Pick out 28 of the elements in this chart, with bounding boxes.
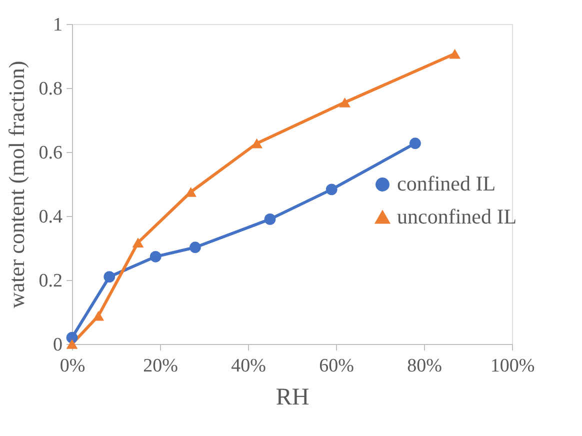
x-tick-label: 100% — [490, 356, 535, 376]
point — [339, 97, 350, 108]
y-tick-label: 0.6 — [38, 142, 62, 164]
y-tick-label: 0.2 — [38, 270, 62, 292]
x-tick-label: 20% — [143, 356, 178, 376]
point — [150, 250, 162, 262]
y-tick-label: 0.8 — [38, 78, 62, 100]
point — [190, 242, 201, 254]
legend-label: confined IL — [397, 172, 496, 196]
x-axis-title: RH — [276, 384, 310, 410]
x-tick-label: 0% — [60, 356, 86, 376]
legend-label: unconfined IL — [397, 204, 517, 228]
x-tick-label: 80% — [407, 356, 442, 376]
y-tick-label: 1 — [53, 14, 62, 36]
point — [410, 138, 421, 150]
point — [104, 271, 116, 282]
y-tick-label: 0.4 — [38, 206, 63, 228]
point — [185, 187, 196, 197]
point — [264, 214, 276, 225]
point — [132, 238, 144, 248]
point — [92, 310, 104, 321]
point — [449, 48, 460, 59]
point — [251, 138, 262, 148]
x-tick-label: 40% — [231, 356, 266, 376]
x-tick-label: 60% — [319, 356, 354, 376]
y-tick-label: 0 — [53, 334, 62, 356]
point — [326, 184, 338, 196]
y-axis-title: water content (mol fraction) — [4, 60, 29, 308]
